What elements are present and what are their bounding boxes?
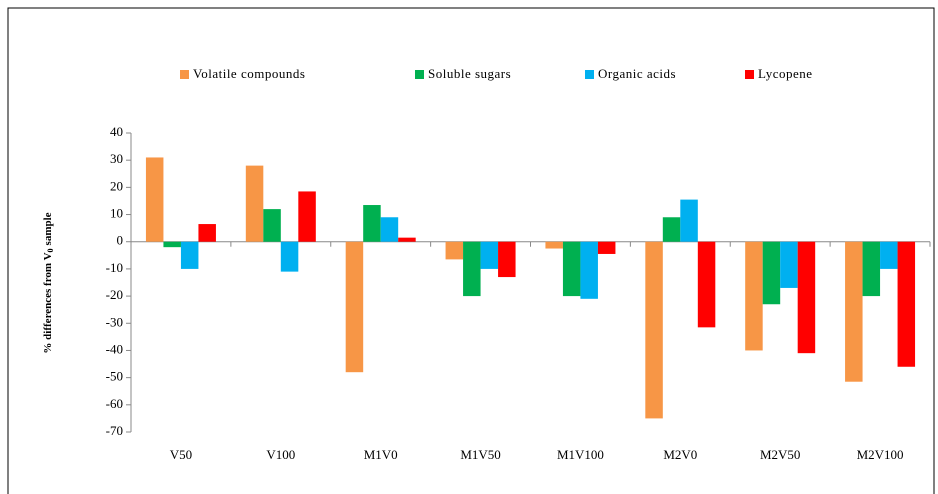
legend-swatch bbox=[585, 70, 594, 79]
bar bbox=[562, 241, 581, 297]
bar bbox=[463, 241, 481, 297]
bar bbox=[662, 217, 681, 242]
legend-label: Organic acids bbox=[598, 66, 676, 81]
y-tick-label: 40 bbox=[110, 124, 123, 139]
y-tick-label: -60 bbox=[106, 396, 123, 411]
bar bbox=[280, 241, 299, 272]
legend-swatch bbox=[180, 70, 189, 79]
y-tick-label: -30 bbox=[106, 314, 123, 329]
y-axis-label-after: sample bbox=[42, 212, 54, 245]
bar bbox=[180, 241, 199, 269]
bar bbox=[745, 241, 763, 351]
bar bbox=[345, 241, 364, 373]
x-tick-label: M2V0 bbox=[663, 447, 697, 462]
bar bbox=[897, 241, 916, 367]
y-tick-label: -20 bbox=[106, 287, 123, 302]
x-tick-label: M1V50 bbox=[460, 447, 500, 462]
bar bbox=[880, 241, 898, 269]
x-tick-label: V100 bbox=[266, 447, 295, 462]
x-tick-label: M1V0 bbox=[364, 447, 398, 462]
bar bbox=[263, 209, 281, 242]
y-axis-label-text: % differences from V bbox=[42, 252, 54, 353]
y-tick-label: 10 bbox=[110, 206, 123, 221]
bar bbox=[597, 241, 616, 254]
bar bbox=[445, 241, 464, 260]
y-axis-label-subscript: 0 bbox=[46, 248, 55, 252]
bar bbox=[498, 241, 516, 278]
bar bbox=[862, 241, 881, 297]
bar bbox=[845, 241, 863, 382]
bar bbox=[145, 157, 164, 242]
bar bbox=[298, 191, 316, 242]
bar bbox=[198, 224, 216, 242]
bar bbox=[380, 217, 399, 242]
y-tick-label: 0 bbox=[117, 233, 124, 248]
bar bbox=[797, 241, 816, 354]
y-tick-label: -40 bbox=[106, 341, 123, 356]
legend-label: Soluble sugars bbox=[428, 66, 511, 81]
y-axis-label: % differences from V0 sample bbox=[42, 212, 55, 353]
bar bbox=[545, 241, 563, 249]
y-tick-label: 30 bbox=[110, 151, 123, 166]
x-tick-label: V50 bbox=[170, 447, 192, 462]
bar bbox=[580, 241, 598, 299]
y-tick-label: -10 bbox=[106, 260, 123, 275]
bar bbox=[245, 165, 264, 242]
chart-border bbox=[7, 7, 935, 494]
legend-label: Volatile compounds bbox=[193, 66, 305, 81]
legend-label: Lycopene bbox=[758, 66, 813, 81]
bar bbox=[762, 241, 781, 305]
y-tick-label: -70 bbox=[106, 423, 123, 438]
bar bbox=[163, 241, 181, 248]
bar bbox=[363, 205, 381, 242]
bar bbox=[398, 237, 416, 242]
y-tick-label: -50 bbox=[106, 369, 123, 384]
bar bbox=[645, 241, 663, 419]
legend-swatch bbox=[745, 70, 754, 79]
x-tick-label: M2V100 bbox=[857, 447, 904, 462]
bar bbox=[680, 199, 698, 242]
legend-swatch bbox=[415, 70, 424, 79]
bar bbox=[780, 241, 798, 288]
x-tick-label: M1V100 bbox=[557, 447, 604, 462]
bar bbox=[697, 241, 716, 328]
x-tick-label: M2V50 bbox=[760, 447, 800, 462]
bar bbox=[480, 241, 499, 269]
y-tick-label: 20 bbox=[110, 178, 123, 193]
